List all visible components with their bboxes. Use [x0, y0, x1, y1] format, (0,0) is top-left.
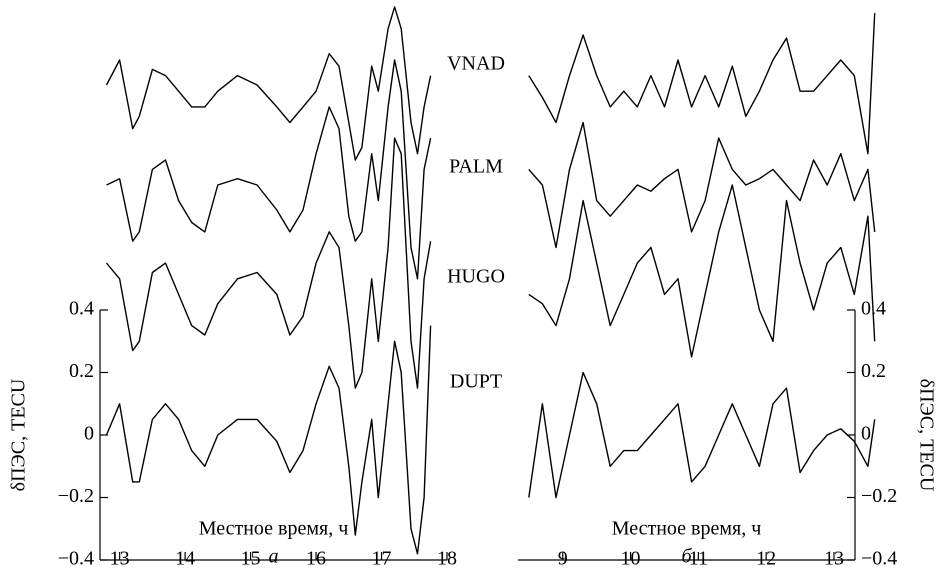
series-line	[105, 325, 432, 555]
x-tick-label: 12	[756, 548, 776, 570]
x-tick-label: 9	[558, 548, 568, 570]
x-tick-label: 11	[689, 548, 708, 570]
x-axis-label: Местное время, ч	[199, 518, 349, 540]
y-tick-label: −0.2	[861, 485, 897, 507]
series-label: DUPT	[450, 371, 502, 393]
series-line	[105, 137, 432, 389]
series-line	[106, 59, 432, 280]
x-tick-label: 15	[241, 548, 261, 570]
x-tick-label: 14	[175, 548, 195, 570]
y-tick-label: 0	[84, 423, 94, 445]
x-tick-label: 17	[372, 548, 392, 570]
series-line	[528, 13, 876, 155]
y-tick-label: 0	[861, 423, 871, 445]
panel-label: б	[681, 546, 692, 568]
series-label: VNAD	[447, 53, 505, 75]
y-axis-label: δПЭС, TECU	[8, 378, 30, 491]
series-line	[105, 6, 432, 161]
y-tick-label: 0.2	[861, 360, 886, 382]
y-axis-label: δПЭС, TECU	[915, 379, 937, 492]
panel-label: а	[269, 546, 279, 568]
series-label: PALM	[449, 156, 503, 178]
x-tick-label: 13	[110, 548, 130, 570]
x-tick-label: 16	[306, 548, 326, 570]
y-tick-label: 0.4	[69, 298, 94, 320]
y-tick-label: 0.2	[69, 360, 94, 382]
y-tick-label: −0.4	[861, 548, 897, 570]
series-line	[528, 371, 876, 499]
y-tick-label: −0.2	[58, 485, 94, 507]
x-tick-label: 10	[621, 548, 641, 570]
x-axis-label: Местное время, ч	[612, 518, 762, 540]
series-line	[528, 184, 876, 358]
x-tick-label: 18	[437, 548, 457, 570]
x-tick-label: 13	[824, 548, 844, 570]
series-label: HUGO	[447, 266, 505, 288]
series-line	[528, 121, 876, 249]
y-tick-label: −0.4	[58, 548, 94, 570]
